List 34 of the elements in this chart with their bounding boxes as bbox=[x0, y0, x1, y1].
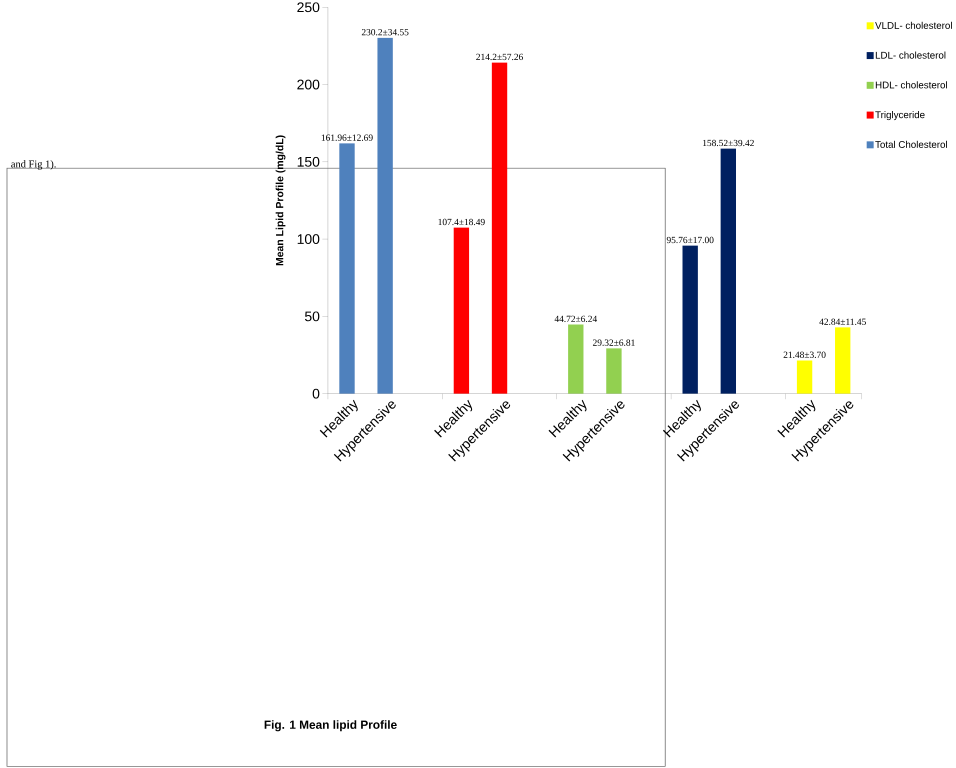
bar bbox=[796, 360, 812, 394]
text: Fig. 1 Mean lipid Profile bbox=[264, 720, 397, 732]
y-tick-label: 0 bbox=[312, 388, 320, 399]
legend-label: LDL- cholesterol bbox=[876, 52, 946, 59]
y-tick-label: 200 bbox=[297, 80, 320, 90]
legend-label: Triglyceride bbox=[875, 111, 925, 120]
y-tick-label: 100 bbox=[298, 234, 320, 244]
bar bbox=[377, 38, 393, 394]
bar bbox=[339, 143, 355, 394]
data-label: 161.96±12.69 bbox=[322, 134, 373, 142]
data-label: 21.48±3.70 bbox=[784, 352, 826, 358]
bar bbox=[720, 148, 736, 394]
y-tick-label: 150 bbox=[298, 157, 320, 167]
data-label: 44.72±6.24 bbox=[554, 316, 598, 322]
bar bbox=[606, 348, 622, 394]
data-label: 95.76±17.00 bbox=[666, 236, 714, 244]
data-label: 107.4±18.49 bbox=[438, 218, 485, 226]
y-tick-label: 50 bbox=[304, 312, 320, 322]
data-label: 214.2±57.26 bbox=[476, 54, 523, 60]
legend-label: HDL- cholesterol bbox=[876, 81, 947, 89]
data-label: 230.2±34.55 bbox=[362, 29, 408, 36]
legend-label: VLDL- cholesterol bbox=[875, 22, 952, 30]
bar bbox=[492, 62, 508, 394]
bar bbox=[835, 328, 850, 394]
y-axis-title: Mean Lipid Profile (mg/dL) bbox=[276, 136, 286, 266]
bar bbox=[568, 324, 584, 394]
legend-label: Total Cholesterol bbox=[875, 140, 947, 148]
y-tick-label: 250 bbox=[297, 2, 320, 12]
bar bbox=[682, 246, 698, 394]
data-label: 158.52±39.42 bbox=[703, 140, 754, 146]
bar bbox=[454, 228, 470, 394]
text: and Fig 1). bbox=[11, 160, 56, 170]
data-label: 29.32±6.81 bbox=[592, 340, 635, 346]
data-label: 42.84±11.45 bbox=[819, 318, 866, 326]
